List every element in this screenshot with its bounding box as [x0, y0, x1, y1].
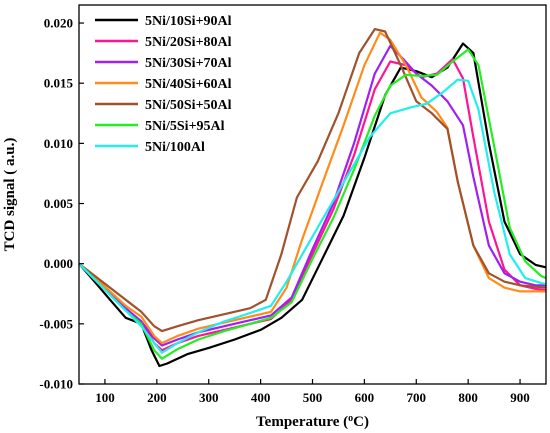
series-line-1: [78, 42, 547, 368]
series-layer: [78, 28, 547, 368]
series-line-5: [78, 28, 547, 333]
y-tick-label: 0.010: [44, 136, 73, 151]
y-axis-title: TCD signal ( a.u.): [2, 138, 18, 252]
y-tick-label: 0.000: [44, 256, 73, 271]
legend-label-1: 5Ni/10Si+90Al: [145, 14, 232, 29]
y-tick-label: 0.015: [44, 76, 74, 91]
y-tick-label: 0.020: [44, 16, 73, 31]
legend-label-2: 5Ni/20Si+80Al: [145, 35, 232, 50]
series-line-7: [78, 78, 547, 354]
x-tick-label: 800: [458, 390, 478, 405]
y-tick-label: -0.010: [39, 377, 73, 392]
legend-label-6: 5Ni/5Si+95Al: [145, 119, 225, 134]
x-axis-title-sup: o: [348, 413, 353, 424]
legend-label-3: 5Ni/30Si+70Al: [145, 56, 232, 71]
legend: 5Ni/10Si+90Al 5Ni/20Si+80Al 5Ni/30Si+70Al 5…: [95, 14, 232, 155]
x-tick-label: 400: [251, 390, 271, 405]
x-tick-label: 300: [199, 390, 219, 405]
legend-label-4: 5Ni/40Si+60Al: [145, 77, 232, 92]
x-tick-label: 200: [147, 390, 167, 405]
legend-label-5: 5Ni/50Si+50Al: [145, 98, 232, 113]
x-tick-label: 900: [510, 390, 530, 405]
x-axis-title-suffix: C): [353, 414, 369, 430]
x-tick-label: 700: [407, 390, 427, 405]
x-tick-label: 500: [303, 390, 323, 405]
legend-label-7: 5Ni/100Al: [145, 140, 205, 155]
y-tick-label: -0.005: [39, 316, 73, 331]
x-axis-title-main: Temperature (: [256, 414, 348, 430]
ticks-layer: 100 200 300 400 500 600 700 800 900 -0.010 -0.005 0…: [39, 16, 529, 405]
x-tick-label: 100: [95, 390, 115, 405]
y-tick-label: 0.005: [44, 196, 74, 211]
series-line-3: [78, 44, 546, 347]
x-axis-title: Temperature (oC): [256, 413, 369, 431]
x-tick-label: 600: [355, 390, 375, 405]
series-line-6: [78, 48, 547, 360]
